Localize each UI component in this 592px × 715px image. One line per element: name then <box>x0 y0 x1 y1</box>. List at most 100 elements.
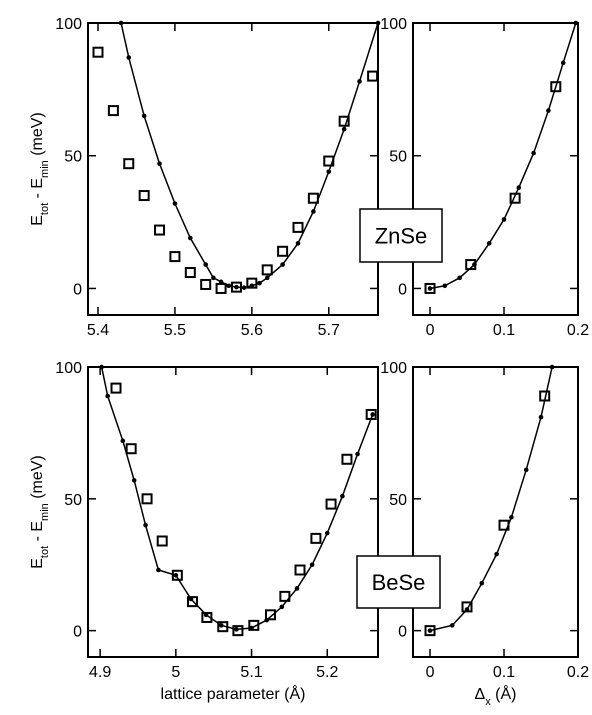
x-tick-label: 5.5 <box>164 322 186 339</box>
dot-marker <box>516 185 522 190</box>
dot-marker <box>172 201 178 206</box>
x-tick-label: 5.2 <box>316 664 338 681</box>
dot-marker <box>341 126 347 132</box>
dot-marker <box>234 284 239 290</box>
square-marker <box>110 382 122 394</box>
square-marker <box>200 278 212 290</box>
annotation: BeSe <box>372 570 426 595</box>
x-axis-label: lattice parameter (Å) <box>161 684 306 703</box>
dot-marker <box>218 623 224 628</box>
y-tick-label: 100 <box>55 16 82 33</box>
y-axis-label-part: - E <box>29 178 46 203</box>
square-marker <box>509 192 521 204</box>
square-marker <box>171 569 183 581</box>
dot-marker <box>264 275 270 281</box>
dot-marker <box>375 20 381 26</box>
dot-marker <box>442 283 448 289</box>
y-tick-label: 50 <box>64 492 82 509</box>
x-axis-label-part: x <box>485 696 491 708</box>
square-marker <box>292 221 304 233</box>
label-box <box>359 208 443 263</box>
dot-marker <box>464 607 470 612</box>
square-marker <box>92 46 104 58</box>
y-axis-label-part: tot <box>39 546 51 558</box>
dot-marker <box>188 235 193 241</box>
dot-marker <box>457 275 462 281</box>
y-tick-label: 0 <box>73 281 82 298</box>
y-axis-label-part: - E <box>29 521 46 546</box>
x-tick-label: 0.2 <box>567 664 589 681</box>
dot-marker <box>324 530 330 536</box>
dot-marker <box>99 364 104 370</box>
dot-marker <box>241 285 247 290</box>
dot-marker <box>472 262 477 267</box>
dot-marker <box>523 467 529 473</box>
x-tick-label: 0 <box>426 664 435 681</box>
y-axis-label-part: min <box>39 160 51 178</box>
y-axis-label: Etot - Emin (meV) <box>29 455 51 569</box>
square-marker <box>141 493 153 505</box>
square-marker <box>279 590 291 602</box>
square-marker <box>232 625 244 637</box>
dot-marker <box>449 623 455 628</box>
dot-marker <box>143 522 148 528</box>
y-tick-label: 0 <box>73 624 82 641</box>
y-axis-label: Etot - Emin (meV) <box>29 112 51 226</box>
dot-marker <box>279 604 285 610</box>
curve <box>429 22 577 290</box>
y-tick-label: 0 <box>398 281 407 298</box>
square-marker <box>154 224 166 236</box>
y-axis-label-part: tot <box>39 203 51 215</box>
x-tick-label: 5.6 <box>241 322 263 339</box>
square-marker <box>294 564 306 576</box>
square-marker <box>338 115 350 127</box>
plot-frame <box>412 22 579 316</box>
dot-marker <box>264 617 269 623</box>
dot-marker <box>173 572 179 578</box>
y-tick-label: 50 <box>64 149 82 166</box>
square-marker <box>184 267 196 279</box>
square-marker <box>107 105 119 117</box>
y-axis-label-part: E <box>29 215 46 226</box>
x-axis-label-part: Δ <box>475 686 486 703</box>
square-marker <box>125 443 137 455</box>
dot-marker <box>427 628 433 633</box>
dot-marker <box>311 209 316 214</box>
label-box <box>356 555 441 609</box>
dot-marker <box>131 478 137 483</box>
dot-marker <box>309 562 315 568</box>
dot-marker <box>326 169 332 174</box>
square-marker <box>325 498 337 510</box>
dot-marker <box>226 283 232 289</box>
y-tick-label: 0 <box>398 624 407 641</box>
x-axis-label-part: (Å) <box>491 684 517 703</box>
dot-marker <box>370 412 375 417</box>
x-tick-label: 5.4 <box>87 322 109 339</box>
dot-marker <box>157 161 162 166</box>
x-tick-label: 5 <box>171 664 180 681</box>
x-tick-label: 5.1 <box>240 664 262 681</box>
square-marker <box>123 158 135 170</box>
dot-marker <box>295 241 301 246</box>
y-axis-label-part: (meV) <box>29 112 46 160</box>
dot-marker <box>486 241 492 246</box>
dot-marker <box>118 20 124 26</box>
y-axis-label-part: (meV) <box>29 455 46 503</box>
plot-frame <box>412 366 579 658</box>
dot-marker <box>357 79 362 84</box>
square-marker <box>264 609 276 621</box>
dot-marker <box>531 150 536 156</box>
square-marker <box>341 453 353 465</box>
square-marker <box>138 190 150 202</box>
y-tick-label: 100 <box>380 360 407 377</box>
square-marker <box>186 596 198 608</box>
dot-marker <box>494 551 499 557</box>
x-tick-label: 0 <box>426 322 435 339</box>
square-marker <box>277 245 289 257</box>
dot-marker <box>203 262 208 267</box>
y-tick-label: 100 <box>380 16 407 33</box>
dot-marker <box>249 625 254 631</box>
dot-marker <box>234 627 239 632</box>
plot-frame <box>87 22 379 316</box>
